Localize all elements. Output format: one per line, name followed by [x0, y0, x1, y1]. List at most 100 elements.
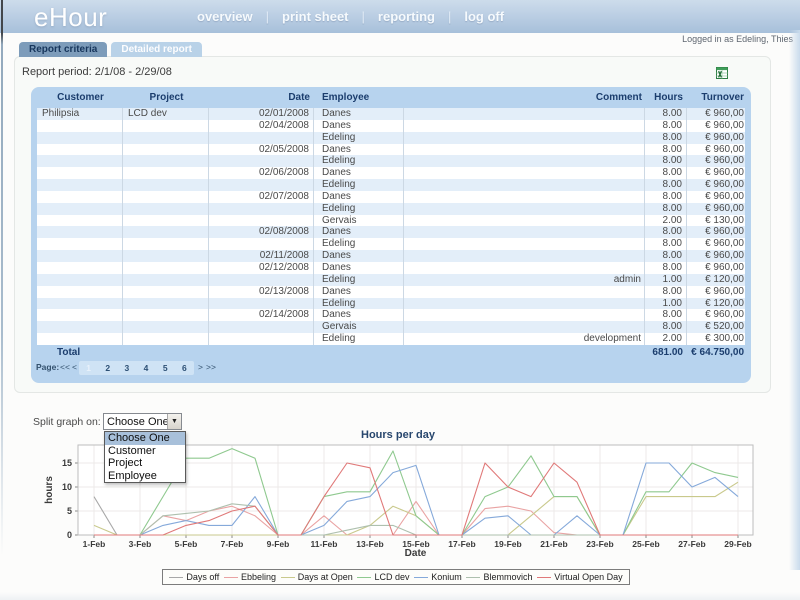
cell	[37, 333, 123, 345]
cell	[209, 333, 314, 345]
first-page-button[interactable]: <<	[60, 362, 70, 372]
cell	[404, 250, 645, 262]
cell: 1.00	[645, 273, 687, 286]
x-tick-label: 5-Feb	[175, 539, 198, 549]
x-tick-label: 9-Feb	[267, 539, 290, 549]
table-row: 02/08/2008 Danes 8.00 € 960,00	[37, 226, 745, 239]
nav-item-overview[interactable]: overview	[197, 9, 253, 24]
next-page-button[interactable]: >	[198, 362, 203, 372]
logged-in-status: Logged in as Edeling, Thies	[682, 34, 793, 44]
table-row: Edeling 1.00 € 120,00	[37, 297, 745, 310]
cell	[404, 309, 645, 322]
cell: 8.00	[645, 309, 687, 322]
column-header-customer: Customer	[57, 92, 104, 103]
legend-swatch	[466, 576, 481, 578]
cell	[37, 214, 123, 227]
x-tick-label: 11-Feb	[311, 539, 338, 549]
cell: € 960,00	[705, 202, 744, 214]
cell: 02/08/2008	[209, 226, 314, 239]
cell: 8.00	[645, 190, 687, 203]
tab-report-criteria[interactable]: Report criteria	[19, 42, 108, 57]
table-row: 02/05/2008 Danes 8.00 € 960,00	[37, 143, 745, 156]
nav-item-reporting[interactable]: reporting	[377, 9, 435, 24]
table-row: Edeling 8.00 € 960,00	[37, 131, 745, 144]
cell: 8.00	[645, 108, 687, 120]
cell	[37, 261, 123, 274]
cell: 02/07/2008	[209, 190, 314, 203]
cell	[123, 167, 209, 180]
cell	[37, 119, 123, 132]
table-row: 02/12/2008 Danes 8.00 € 960,00	[37, 261, 745, 274]
y-tick-label: 5	[67, 506, 72, 516]
cell	[37, 167, 123, 180]
cell	[37, 202, 123, 215]
cell	[209, 131, 314, 144]
cell: Philipsia	[37, 108, 123, 120]
nav-separator: |	[447, 9, 452, 24]
cell: € 960,00	[705, 261, 744, 273]
table-row: Edeling admin 1.00 € 120,00	[37, 273, 745, 286]
cell: € 960,00	[705, 108, 744, 119]
table-row: 02/07/2008 Danes 8.00 € 960,00	[37, 190, 745, 203]
page-button-2[interactable]: 2	[105, 362, 111, 373]
excel-export-icon[interactable]	[716, 66, 728, 79]
cell: Danes	[314, 261, 404, 274]
cell	[123, 179, 209, 191]
x-tick-label: 27-Feb	[678, 539, 705, 549]
cell: admin	[404, 273, 645, 286]
cell: Edeling	[314, 155, 404, 168]
cell: Edeling	[314, 238, 404, 251]
cell: 8.00	[645, 202, 687, 215]
pagination-label: Page:	[36, 362, 60, 372]
page-button-1[interactable]: 1	[86, 362, 91, 373]
cell	[404, 285, 645, 298]
app-logo: eHour	[34, 2, 108, 32]
cell	[209, 273, 314, 286]
total-label: Total	[57, 346, 81, 358]
cell: € 960,00	[705, 190, 744, 202]
x-tick-label: 21-Feb	[540, 539, 567, 549]
cell	[37, 285, 123, 298]
page-button-3[interactable]: 3	[124, 362, 130, 373]
cell: 8.00	[645, 119, 687, 132]
cell	[404, 108, 645, 120]
cell	[209, 179, 314, 191]
nav-item-print-sheet[interactable]: print sheet	[282, 9, 349, 24]
cell: € 960,00	[705, 309, 744, 321]
x-tick-label: 15-Feb	[402, 539, 429, 549]
dropdown-option-employee[interactable]: Employee	[108, 469, 157, 482]
page-button-6[interactable]: 6	[181, 362, 187, 373]
table-row: Edeling 8.00 € 960,00	[37, 238, 745, 251]
previous-page-button[interactable]: <	[72, 362, 77, 372]
cell	[209, 297, 314, 310]
cell	[404, 214, 645, 227]
cell: Edeling	[314, 333, 404, 345]
page-button-4[interactable]: 4	[143, 362, 149, 373]
cell: 8.00	[645, 261, 687, 274]
chart-series-lcd-dev	[94, 448, 739, 536]
page-button-5[interactable]: 5	[162, 362, 168, 373]
split-graph-select[interactable]: Choose One ▼	[103, 413, 182, 430]
legend-item-virtual-open-day: Virtual Open Day	[537, 572, 623, 582]
select-dropdown-button[interactable]: ▼	[167, 414, 181, 429]
nav-item-log-off[interactable]: log off	[464, 9, 505, 24]
cell: 2.00	[645, 214, 687, 227]
cell: 8.00	[645, 285, 687, 298]
cell	[209, 155, 314, 168]
cell: LCD dev	[123, 108, 209, 120]
cell: 02/05/2008	[209, 143, 314, 156]
dropdown-option-project[interactable]: Project	[108, 457, 143, 470]
x-tick-label: 7-Feb	[221, 539, 244, 549]
dropdown-option-choose-one[interactable]: Choose One	[105, 432, 185, 445]
cell: 02/12/2008	[209, 261, 314, 274]
app-header: eHour overview | print sheet | reporting | log…	[0, 0, 800, 33]
cell: 8.00	[645, 155, 687, 168]
tab-detailed-report[interactable]: Detailed report	[111, 42, 202, 57]
table-row: Edeling 8.00 € 960,00	[37, 202, 745, 215]
cell: Edeling	[314, 297, 404, 310]
report-table-body: Philipsia LCD dev 02/01/2008 Danes 8.00 € 960…	[37, 108, 745, 345]
dropdown-option-customer[interactable]: Customer	[108, 444, 156, 457]
cell	[37, 250, 123, 262]
last-page-button[interactable]: >>	[206, 362, 216, 372]
cell: 8.00	[645, 179, 687, 191]
